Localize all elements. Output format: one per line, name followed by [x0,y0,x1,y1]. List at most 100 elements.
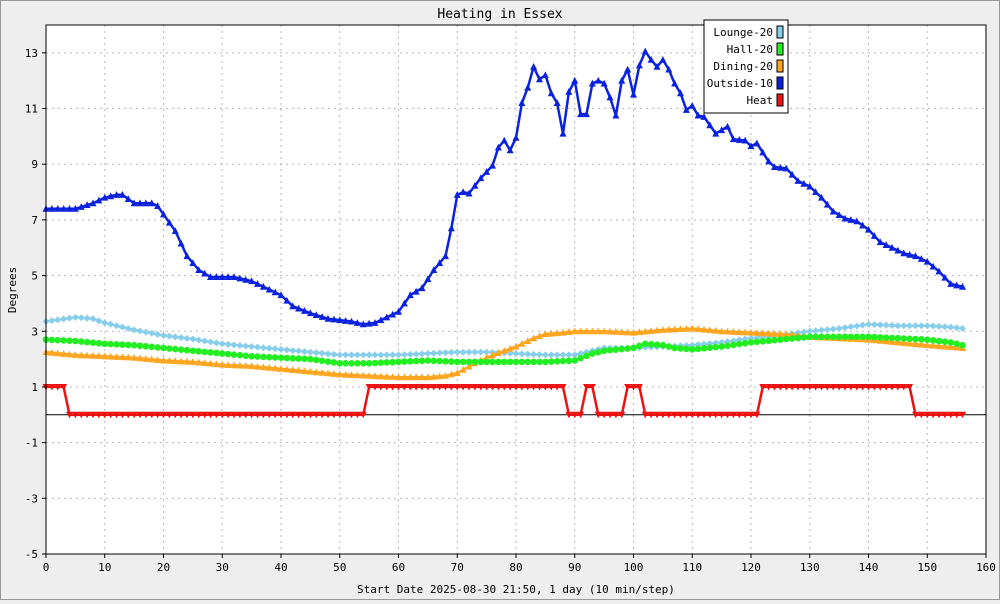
heat-marker [342,411,350,419]
hall-20-marker [330,359,338,366]
dining-20-marker [212,360,220,368]
hall-20-marker [312,356,320,364]
hall-20-marker [248,353,255,360]
dining-20-marker [782,330,790,338]
hall-20-marker [260,353,267,361]
dining-20-marker [224,361,232,368]
hall-20-marker [853,333,861,341]
dining-20-marker [624,328,632,336]
hall-20-marker [518,358,526,366]
heat-marker [541,383,549,391]
outside-10-marker [195,266,203,274]
lounge-20-marker [136,327,144,335]
heat-marker [212,411,220,419]
dining-20-marker [348,371,355,378]
heat-marker [95,411,103,419]
outside-10-marker [682,106,690,113]
hall-20-marker [142,342,150,350]
hall-20-marker [160,344,167,352]
lounge-20-marker [113,322,120,330]
dining-20-marker [177,357,185,365]
heat-marker [688,411,696,419]
dining-20-marker [130,353,138,361]
hall-20-marker [136,342,144,350]
hall-20-marker [583,352,590,360]
lounge-20-marker [365,351,373,359]
heat-marker [506,383,514,391]
hall-20-marker [318,357,326,365]
outside-10-marker [888,243,896,251]
dining-20-marker [118,353,126,361]
outside-10-marker [606,93,614,101]
heat-marker [894,383,902,391]
lounge-20-marker [306,348,314,356]
heat-marker [882,383,890,391]
hall-20-marker [406,358,414,365]
hall-20-marker [148,343,156,351]
outside-10-marker [165,218,173,226]
outside-10-marker [54,204,62,212]
dining-20-marker [113,353,120,360]
hall-20-marker [706,344,714,351]
hall-20-marker [788,335,796,342]
outside-10-marker [641,47,649,55]
lounge-20-marker [389,351,397,359]
hall-20-marker [577,354,584,362]
heat-marker [741,411,749,419]
hall-20-marker [230,351,238,358]
dining-20-marker [54,349,62,357]
hall-20-marker [448,358,455,365]
outside-10-marker [506,146,514,154]
hall-20-marker [218,350,226,357]
heat-marker [365,383,373,391]
lounge-20-marker [418,350,426,358]
outside-10-marker [565,88,573,95]
y-tick-label: 1 [31,381,38,394]
dining-20-marker [694,325,702,333]
lounge-20-marker [424,350,432,358]
lounge-20-marker [283,346,291,354]
lounge-20-marker [395,351,402,359]
dining-20-marker [324,369,332,377]
hall-20-marker [453,358,461,366]
heat-marker [747,411,755,419]
y-tick-label: -3 [25,492,38,505]
heat-marker [459,383,467,391]
heat-marker [876,383,884,391]
hall-20-marker [553,358,561,365]
heat-marker [259,411,267,419]
heat-marker [330,411,338,419]
heat-marker [77,411,85,419]
outside-10-marker [912,252,919,260]
dining-20-marker [923,341,931,349]
heat-marker [923,411,931,419]
heat-marker [635,383,643,391]
outside-10-marker [289,302,297,310]
outside-10-marker [353,319,361,326]
series-layer [42,47,966,419]
lounge-20-marker [870,321,878,329]
hall-20-marker [636,342,643,350]
outside-10-marker [66,204,73,212]
heat-marker [823,383,831,391]
heat-marker [929,411,937,419]
outside-10-marker [776,163,784,171]
outside-10-marker [83,201,91,209]
outside-10-marker [947,280,955,287]
dining-20-marker [735,328,743,336]
lounge-20-marker [207,338,214,346]
heat-marker [735,411,743,419]
hall-20-marker [72,337,79,345]
heat-marker [947,411,955,419]
hall-20-marker [77,338,85,345]
dining-20-marker [541,330,549,338]
hall-20-marker [401,358,408,365]
hall-20-marker [812,333,819,341]
hall-20-marker [612,346,620,353]
heat-marker [941,411,949,419]
outside-10-marker [524,83,532,91]
dining-20-marker [641,327,649,335]
dining-20-marker [201,359,209,367]
heat-marker [142,411,150,419]
hall-20-marker [765,337,772,345]
